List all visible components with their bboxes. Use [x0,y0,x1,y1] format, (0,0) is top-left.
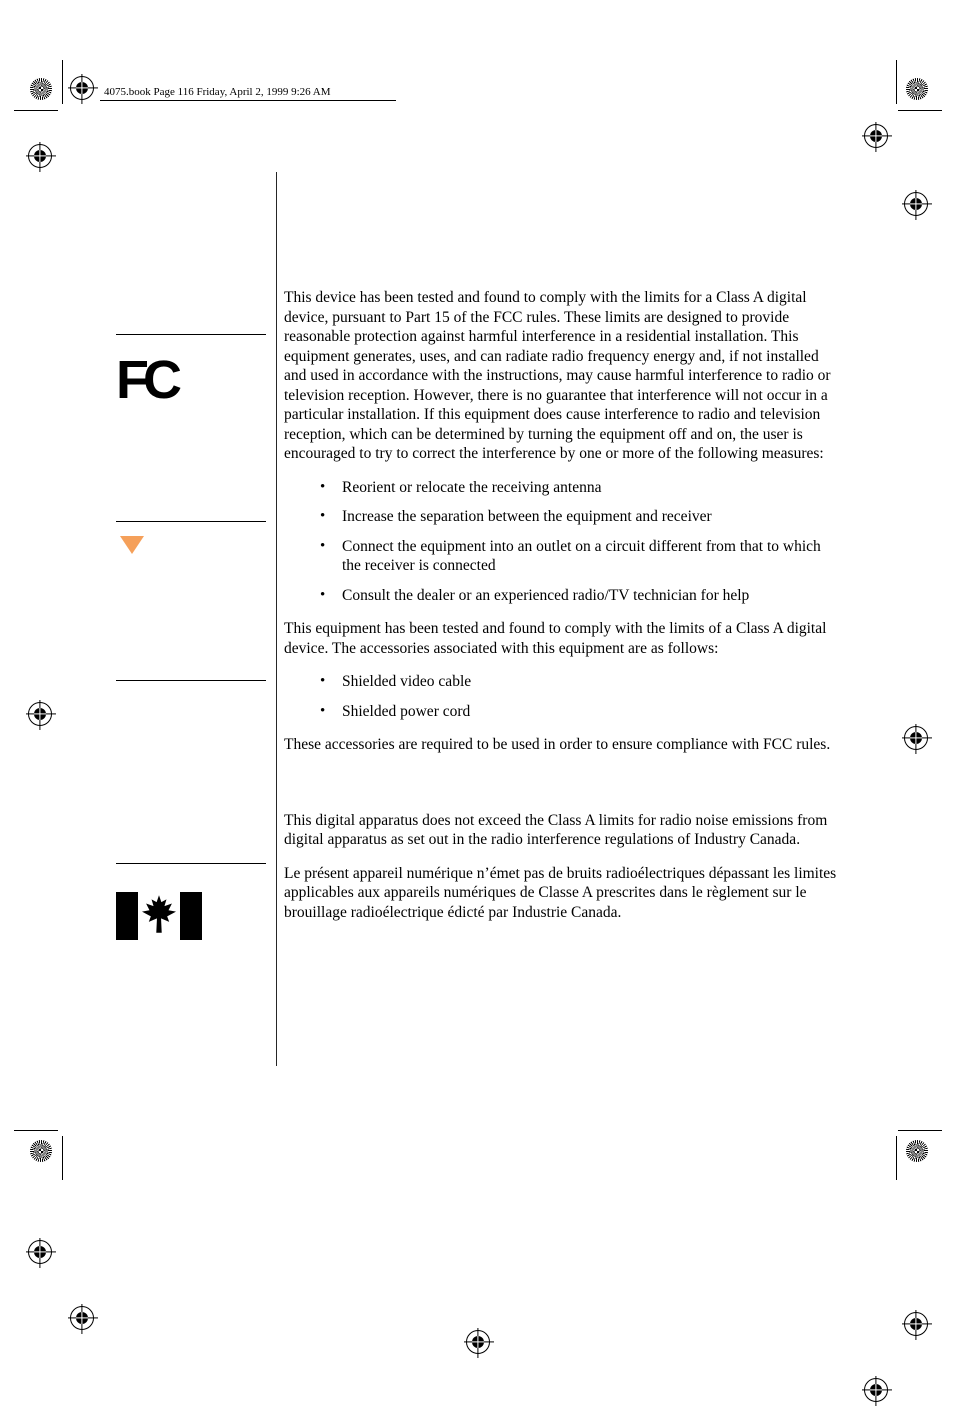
crop-line [62,1136,63,1180]
list-item: Increase the separation between the equi… [284,507,842,527]
crop-line [896,60,897,104]
registration-mark-icon [864,124,888,148]
crop-line [898,110,942,111]
list-item: Shielded power cord [284,702,842,722]
registration-mark-icon [466,1330,490,1354]
fcc-paragraph-1: This device has been tested and found to… [284,288,842,464]
caution-triangle-icon [120,536,144,554]
margin-rule [116,521,266,522]
crop-line [896,1136,897,1180]
registration-mark-icon [904,192,928,216]
registration-mark-icon [904,726,928,750]
list-item: Consult the dealer or an experienced rad… [284,586,842,606]
crop-line [62,60,63,104]
registration-mark-icon [28,702,52,726]
fcc-paragraph-2: This equipment has been tested and found… [284,619,842,658]
fcc-paragraph-3: These accessories are required to be use… [284,735,842,755]
canada-paragraph-fr: Le présent appareil numérique n’émet pas… [284,864,842,923]
fcc-logo-icon: FC [116,349,266,411]
header-rule [100,100,396,101]
registration-mark-icon [70,1306,94,1330]
list-item: Connect the equipment into an outlet on … [284,537,842,576]
page-header: 4075.book Page 116 Friday, April 2, 1999… [104,86,331,98]
registration-mark-icon [28,1240,52,1264]
crop-burst-icon [30,78,52,100]
fcc-measures-list: Reorient or relocate the receiving anten… [284,478,842,606]
crop-burst-icon [30,1140,52,1162]
registration-mark-icon [904,1312,928,1336]
registration-mark-icon [28,144,52,168]
margin-rule [116,334,266,335]
crop-line [898,1130,942,1131]
list-item: Shielded video cable [284,672,842,692]
canada-flag-icon [116,892,202,940]
body-text-column: This device has been tested and found to… [284,288,842,936]
column-separator [276,172,277,1066]
crop-line [14,110,58,111]
crop-burst-icon [906,78,928,100]
fcc-accessories-list: Shielded video cable Shielded power cord [284,672,842,721]
margin-rule [116,680,266,681]
crop-line [14,1130,58,1131]
crop-burst-icon [906,1140,928,1162]
list-item: Reorient or relocate the receiving anten… [284,478,842,498]
margin-rule [116,863,266,864]
margin-icon-column: FC [116,334,266,940]
canada-paragraph-en: This digital apparatus does not exceed t… [284,811,842,850]
registration-mark-icon [864,1378,888,1402]
registration-mark-icon [70,76,94,100]
